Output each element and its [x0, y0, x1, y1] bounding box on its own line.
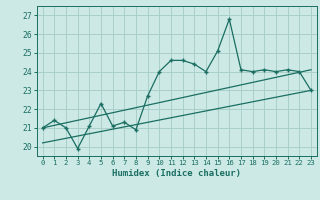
X-axis label: Humidex (Indice chaleur): Humidex (Indice chaleur) — [112, 169, 241, 178]
